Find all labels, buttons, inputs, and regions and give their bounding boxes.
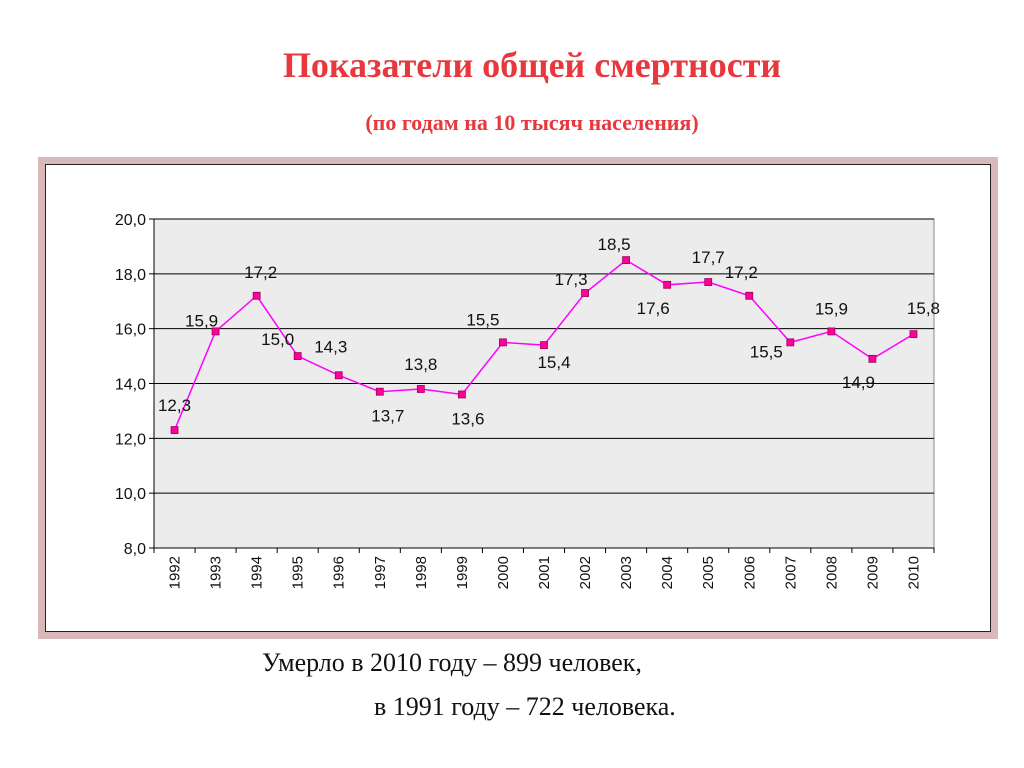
data-label: 17,3 (555, 270, 588, 289)
data-point (909, 330, 918, 339)
data-label: 17,2 (725, 263, 758, 282)
data-label: 14,3 (314, 337, 347, 356)
footer-line-2: в 1991 году – 722 человека. (374, 692, 676, 721)
data-point (786, 338, 795, 347)
data-point (663, 280, 672, 289)
data-label: 17,6 (637, 299, 670, 318)
data-point (211, 327, 220, 336)
x-tick-label: 1994 (249, 556, 266, 589)
data-point (745, 291, 754, 300)
data-point (540, 341, 548, 350)
data-point (252, 291, 261, 300)
data-label: 15,5 (466, 310, 499, 329)
x-tick-label: 1992 (167, 556, 184, 589)
data-label: 15,4 (537, 353, 570, 372)
data-label: 17,7 (692, 248, 725, 267)
data-point (622, 256, 631, 265)
y-tick-label: 8,0 (124, 541, 146, 558)
page-subtitle: (по годам на 10 тысяч населения) (365, 110, 699, 135)
chart-frame: 8,0 10,0 12,0 14,0 16,0 18,0 20,0 1992 1993 1994 1… (38, 157, 998, 639)
x-tick-label: 1999 (454, 556, 471, 589)
x-tick-label: 2008 (823, 556, 840, 589)
data-label: 14,9 (842, 373, 875, 392)
x-tick-label: 2003 (618, 556, 635, 589)
data-point (827, 327, 836, 336)
data-label: 13,6 (451, 409, 484, 428)
data-label: 12,3 (158, 396, 191, 415)
y-tick-label: 14,0 (115, 377, 146, 394)
data-point (704, 278, 713, 286)
data-label: 15,5 (750, 342, 783, 361)
data-label: 15,8 (907, 299, 940, 318)
data-point (581, 289, 589, 297)
x-tick-label: 2004 (659, 556, 676, 589)
page-title: Показатели общей смертности (282, 45, 782, 85)
data-point (499, 338, 507, 347)
y-tick-label: 20,0 (115, 212, 146, 229)
data-label: 13,7 (371, 407, 404, 426)
y-tick-label: 10,0 (115, 486, 146, 503)
data-point (375, 387, 384, 396)
data-point (334, 371, 343, 380)
data-label: 18,5 (598, 235, 631, 254)
x-tick-label: 2002 (577, 556, 594, 589)
data-label: 13,8 (404, 355, 437, 374)
line-chart: 8,0 10,0 12,0 14,0 16,0 18,0 20,0 1992 1993 1994 1… (115, 212, 940, 589)
x-tick-label: 1997 (372, 556, 389, 589)
x-tick-label: 1996 (331, 556, 348, 589)
data-point (293, 352, 302, 360)
x-tick-label: 2007 (782, 556, 799, 589)
data-point (170, 426, 179, 435)
y-tick-label: 16,0 (115, 322, 146, 339)
data-label: 15,9 (185, 311, 218, 330)
x-tick-label: 1995 (290, 556, 307, 589)
x-tick-label: 2006 (741, 556, 758, 589)
data-point (457, 390, 466, 399)
x-tick-label: 2000 (495, 556, 512, 589)
x-tick-label: 2009 (864, 556, 881, 589)
x-tick-label: 1993 (208, 556, 225, 589)
chart-area: 8,0 10,0 12,0 14,0 16,0 18,0 20,0 1992 1993 1994 1… (45, 164, 991, 632)
y-tick-label: 18,0 (115, 267, 146, 284)
data-label: 17,2 (244, 263, 277, 282)
y-tick-label: 12,0 (115, 431, 146, 448)
x-tick-label: 2001 (536, 556, 553, 589)
data-point (416, 385, 425, 393)
data-label: 15,0 (261, 330, 294, 349)
footer-line-1: Умерло в 2010 году – 899 человек, (262, 648, 642, 677)
x-tick-label: 2005 (700, 556, 717, 589)
data-point (868, 354, 877, 363)
x-tick-label: 1998 (413, 556, 430, 589)
x-tick-label: 2010 (905, 556, 922, 589)
data-label: 15,9 (815, 299, 848, 318)
